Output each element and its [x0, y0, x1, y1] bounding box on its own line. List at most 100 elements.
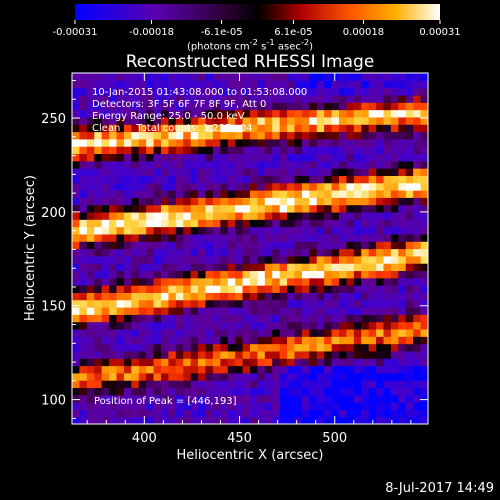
heatmap-cell	[212, 372, 221, 381]
heatmap-cell	[324, 124, 333, 133]
heatmap-cell	[242, 307, 251, 315]
heatmap-cell	[405, 321, 414, 330]
heatmap-cell	[264, 211, 273, 220]
heatmap-cell	[175, 263, 184, 272]
heatmap-cell	[420, 182, 428, 191]
heatmap-cell	[235, 277, 244, 286]
heatmap-cell	[383, 109, 392, 118]
heatmap-cell	[272, 248, 281, 257]
heatmap-cell	[250, 321, 259, 330]
heatmap-cell	[146, 204, 155, 213]
heatmap-cell	[183, 87, 192, 96]
heatmap-cell	[220, 270, 229, 279]
heatmap-cell	[161, 73, 170, 81]
heatmap-cell	[339, 307, 348, 315]
heatmap-cell	[368, 73, 377, 81]
heatmap-cell	[294, 190, 303, 198]
heatmap-cell	[175, 175, 184, 184]
heatmap-cell	[190, 204, 199, 213]
heatmap-cell	[346, 138, 355, 147]
heatmap-cell	[383, 211, 392, 220]
heatmap-cell	[131, 73, 140, 81]
heatmap-cell	[257, 73, 266, 81]
heatmap-cell	[405, 197, 414, 206]
heatmap-cell	[123, 372, 132, 381]
heatmap-cell	[390, 277, 399, 286]
heatmap-cell	[376, 402, 385, 410]
heatmap-cell	[109, 102, 118, 111]
heatmap-cell	[109, 299, 118, 308]
heatmap-cell	[242, 372, 251, 381]
heatmap-cell	[250, 211, 259, 220]
heatmap-cell	[361, 248, 370, 257]
heatmap-cell	[272, 277, 281, 286]
heatmap-cell	[339, 153, 348, 162]
heatmap-cell	[79, 380, 88, 389]
heatmap-cell	[331, 80, 340, 89]
heatmap-cell	[138, 336, 147, 345]
heatmap-cell	[376, 350, 385, 359]
heatmap-cell	[190, 314, 199, 323]
heatmap-cell	[309, 292, 318, 301]
heatmap-cell	[324, 409, 333, 418]
heatmap-cell	[420, 270, 428, 279]
heatmap-cell	[72, 211, 81, 220]
heatmap-cell	[301, 336, 310, 345]
heatmap-cell	[190, 94, 199, 103]
heatmap-cell	[398, 109, 407, 118]
heatmap-cell	[272, 380, 281, 389]
heatmap-cell	[287, 328, 296, 337]
heatmap-cell	[257, 314, 266, 323]
heatmap-cell	[227, 131, 236, 140]
heatmap-cell	[264, 270, 273, 279]
heatmap-cell	[264, 204, 273, 213]
heatmap-cell	[161, 248, 170, 257]
heatmap-cell	[109, 394, 118, 403]
heatmap-cell	[242, 402, 251, 410]
heatmap-cell	[368, 285, 377, 293]
heatmap-cell	[146, 350, 155, 359]
heatmap-cell	[264, 175, 273, 184]
heatmap-cell	[79, 116, 88, 125]
heatmap-cell	[72, 372, 81, 381]
heatmap-cell	[161, 380, 170, 389]
heatmap-cell	[198, 365, 207, 374]
heatmap-cell	[257, 241, 266, 250]
heatmap-cell	[212, 255, 221, 264]
heatmap-cell	[227, 197, 236, 206]
heatmap-cell	[324, 299, 333, 308]
heatmap-cell	[272, 94, 281, 103]
heatmap-cell	[294, 116, 303, 125]
heatmap-cell	[324, 350, 333, 359]
heatmap-cell	[405, 402, 414, 410]
heatmap-cell	[161, 131, 170, 140]
heatmap-cell	[123, 233, 132, 242]
heatmap-cell	[183, 124, 192, 133]
heatmap-cell	[168, 270, 177, 279]
heatmap-cell	[353, 394, 362, 403]
heatmap-cell	[116, 241, 125, 250]
heatmap-cell	[183, 80, 192, 89]
heatmap-cell	[346, 365, 355, 374]
heatmap-cell	[79, 219, 88, 228]
heatmap-cell	[339, 372, 348, 381]
heatmap-cell	[161, 233, 170, 242]
heatmap-cell	[376, 116, 385, 125]
heatmap-cell	[294, 219, 303, 228]
heatmap-cell	[138, 87, 147, 96]
heatmap-cell	[86, 292, 95, 301]
heatmap-cell	[264, 94, 273, 103]
heatmap-cell	[257, 197, 266, 206]
heatmap-cell	[413, 124, 422, 133]
heatmap-cell	[316, 168, 325, 176]
heatmap-cell	[79, 277, 88, 286]
heatmap-cell	[413, 328, 422, 337]
heatmap-cell	[324, 394, 333, 403]
heatmap-cell	[383, 358, 392, 367]
heatmap-cell	[227, 87, 236, 96]
heatmap-cell	[264, 138, 273, 147]
heatmap-cell	[212, 146, 221, 155]
heatmap-cell	[161, 394, 170, 403]
heatmap-cell	[86, 146, 95, 155]
heatmap-cell	[383, 190, 392, 198]
